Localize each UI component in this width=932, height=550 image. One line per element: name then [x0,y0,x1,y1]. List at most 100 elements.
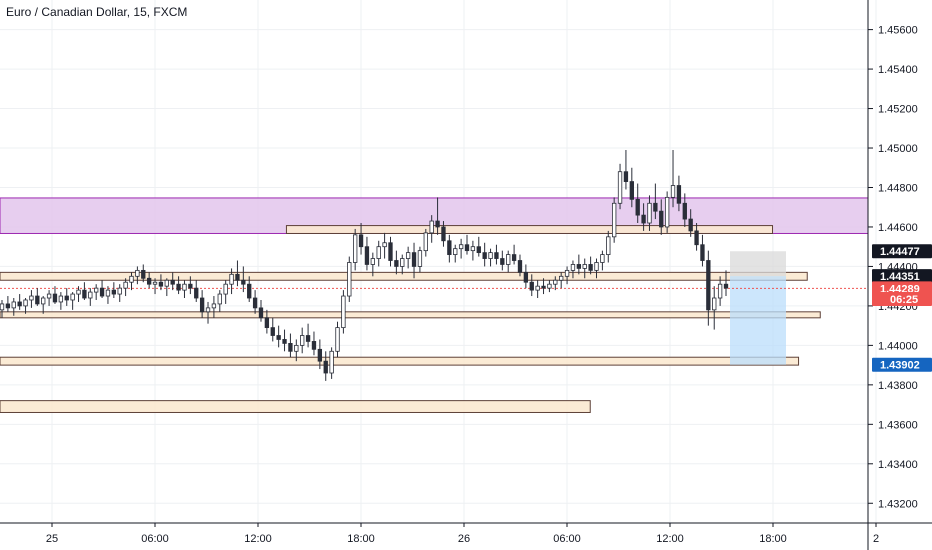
position-tool[interactable] [730,251,786,365]
candle-body [576,264,582,269]
candle-body [488,252,493,259]
candle-body [146,277,152,285]
candle-body [453,248,458,255]
candle-body [641,214,646,224]
candle-body [17,301,22,307]
time-axis[interactable]: 25 06:00 12:00 18:00 26 06:00 12:00 18:00 2 [0,522,932,545]
candle-body [723,283,729,289]
candle-body [423,232,428,252]
candle-body [282,339,287,344]
candle-body [506,254,511,265]
candle-body [41,297,46,305]
candle-body [417,250,423,267]
candle-body [294,344,299,352]
candle-body [535,285,540,291]
candle-body [394,260,399,267]
candle-body [676,185,682,204]
price-badge [872,244,932,259]
price-tick-label: 1.43200 [878,498,918,510]
candle-body [547,283,552,289]
candle-body [29,295,34,301]
support-level-box[interactable] [285,225,774,234]
candle-body [370,258,375,265]
candle-body [205,307,211,313]
candle-body [199,297,205,313]
candle-body [682,202,687,220]
candle-body [300,335,305,346]
price-badge [872,357,932,372]
candle-body [94,287,99,293]
candle-body [358,234,364,248]
candle-body [288,343,293,352]
price-tick-label: 1.44800 [878,182,918,194]
candle-body [317,348,323,362]
candle-body [382,242,387,248]
time-tick-label: 12:00 [656,533,684,545]
candle-body [329,350,334,374]
candle-body [276,335,281,340]
time-tick-label: 25 [46,533,58,545]
time-tick-label: 12:00 [244,533,272,545]
candle-body [364,246,370,265]
support-level-box[interactable] [0,311,821,319]
candle-body [464,244,470,252]
time-tick-label: 2 [873,533,879,545]
price-tick-label: 1.45600 [878,25,918,37]
candle-body [376,246,381,259]
candle-body [158,281,164,287]
candle-body [629,181,634,200]
stop-loss-zone[interactable] [730,251,786,277]
candle-body [217,293,222,305]
candle-body [117,287,122,295]
time-tick-label: 26 [458,533,470,545]
candle-body [441,226,446,242]
candle-body [635,198,640,216]
candle-body [447,240,452,255]
candle-body [305,335,311,342]
support-level-box[interactable] [0,356,800,366]
candle-body [88,291,93,299]
price-tick-label: 1.43400 [878,459,918,471]
candle-body [58,295,64,303]
candle-body [388,242,393,261]
candle-body [482,252,487,259]
price-tick-label: 1.45400 [878,64,918,76]
price-badge [872,269,932,284]
candle-body [647,202,652,224]
candle-body [35,295,40,305]
candle-body [182,283,187,291]
price-badge-label: 1.43902 [880,360,920,372]
drawn-zones [0,197,869,413]
candle-body [582,264,587,269]
candle-body [405,252,411,259]
candle-body [670,185,676,198]
candle-body [135,269,140,277]
support-level-box[interactable] [0,271,808,281]
time-tick-label: 06:00 [141,533,169,545]
countdown-badge [872,291,932,306]
candle-body [170,279,175,285]
candle-body [458,244,464,250]
candle-body [659,210,664,228]
take-profit-zone[interactable] [730,276,786,365]
candle-body [494,252,499,259]
candle-body [99,287,105,297]
candle-body [400,258,405,267]
price-tick-label: 1.44600 [878,222,918,234]
candle-body [270,327,275,336]
candle-body [258,307,264,319]
price-tick-label: 1.43600 [878,419,918,431]
candle-body [664,196,670,228]
candle-body [129,275,134,283]
candle-body [229,273,234,285]
time-tick-label: 18:00 [759,533,787,545]
candle-body [688,218,693,232]
support-level-box[interactable] [0,400,591,413]
candle-body [700,244,705,261]
candle-body [712,297,717,311]
candle-body [470,246,476,252]
price-badge [872,281,932,296]
candle-body [264,317,270,329]
